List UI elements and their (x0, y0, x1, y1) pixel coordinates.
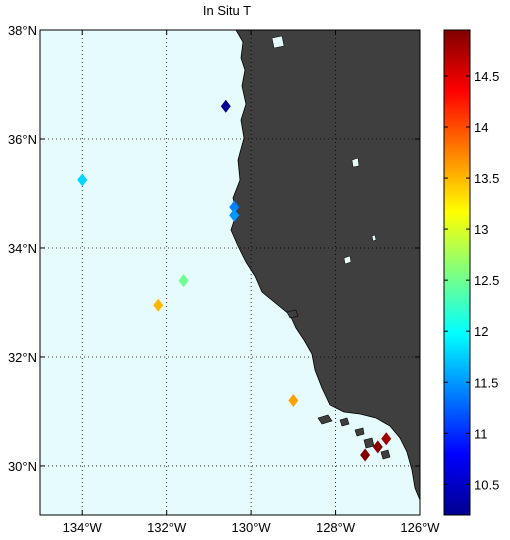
colorbar-tick-label: 12 (474, 324, 488, 339)
colorbar-tick-label: 12.5 (474, 273, 499, 288)
colorbar-gradient (443, 29, 471, 516)
colorbar-tick-label: 14.5 (474, 69, 499, 84)
land (230, 29, 421, 501)
lon-tick-label: 132°W (147, 520, 187, 535)
colorbar-tick-label: 13.5 (474, 171, 499, 186)
lat-tick-label: 36°N (8, 132, 37, 147)
colorbar-tick-label: 10.5 (474, 477, 499, 492)
lat-tick-label: 34°N (8, 241, 37, 256)
station-marker (220, 99, 231, 113)
longitude-axis: 134°W 132°W 130°W 128°W 126°W (63, 30, 440, 535)
station-marker (153, 298, 164, 312)
station-marker (381, 432, 392, 446)
station-marker (372, 440, 383, 454)
lon-tick-label: 126°W (400, 520, 440, 535)
latitude-axis: 30°N 32°N 34°N 36°N 38°N (8, 23, 420, 474)
station-marker (229, 208, 240, 222)
station-marker (178, 274, 189, 288)
station-marker (77, 173, 88, 187)
lat-tick-label: 38°N (8, 23, 37, 38)
lat-tick-label: 30°N (8, 459, 37, 474)
station-marker (360, 448, 371, 462)
station-marker (229, 200, 240, 214)
lon-tick-label: 130°W (232, 520, 272, 535)
marker-layer (77, 99, 392, 462)
colorbar-ticks: 10.5 11 11.5 12 12.5 13 13.5 14 14.5 (444, 69, 499, 492)
station-marker (288, 394, 299, 408)
lat-tick-label: 32°N (8, 350, 37, 365)
map-frame (39, 29, 421, 516)
colorbar: 10.5 11 11.5 12 12.5 13 13.5 14 14.5 (443, 29, 499, 516)
map-title: In Situ T (203, 3, 251, 18)
colorbar-tick-label: 13 (474, 222, 488, 237)
map-panel: 30°N 32°N 34°N 36°N 38°N 134°W 132°W 130°W 128°… (8, 23, 440, 535)
lon-tick-label: 134°W (63, 520, 103, 535)
colorbar-tick-label: 14 (474, 120, 488, 135)
lon-tick-label: 128°W (316, 520, 356, 535)
colorbar-tick-label: 11.5 (474, 375, 498, 390)
colorbar-tick-label: 11 (474, 426, 488, 441)
